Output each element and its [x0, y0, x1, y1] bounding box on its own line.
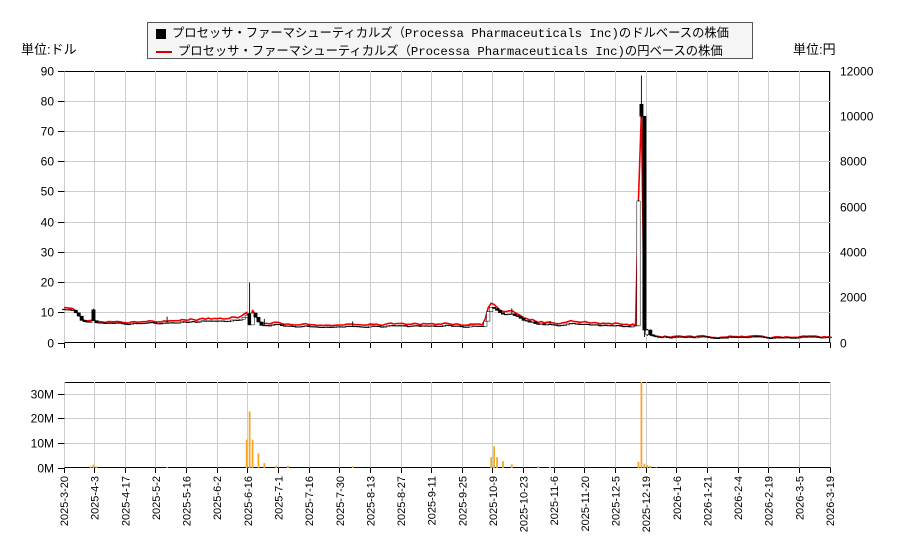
- svg-text:30M: 30M: [31, 388, 54, 402]
- svg-text:2025-10-9: 2025-10-9: [488, 476, 500, 526]
- svg-text:50: 50: [41, 185, 55, 199]
- svg-text:2025-12-19: 2025-12-19: [641, 476, 653, 532]
- svg-text:0: 0: [840, 337, 847, 351]
- svg-text:20: 20: [41, 276, 55, 290]
- svg-text:8000: 8000: [840, 155, 867, 169]
- svg-text:2025-3-20: 2025-3-20: [59, 476, 71, 526]
- svg-text:2026-3-5: 2026-3-5: [794, 476, 806, 520]
- svg-text:2025-6-16: 2025-6-16: [243, 476, 255, 526]
- svg-text:2025-7-16: 2025-7-16: [304, 476, 316, 526]
- svg-text:10: 10: [41, 306, 55, 320]
- svg-text:2026-2-4: 2026-2-4: [733, 476, 745, 520]
- svg-text:2025-8-13: 2025-8-13: [365, 476, 377, 526]
- svg-text:0M: 0M: [37, 462, 54, 476]
- svg-text:10000: 10000: [840, 110, 874, 124]
- svg-text:60: 60: [41, 155, 55, 169]
- svg-text:2025-10-23: 2025-10-23: [519, 476, 531, 532]
- svg-text:2026-3-19: 2026-3-19: [825, 476, 837, 526]
- svg-text:2025-7-1: 2025-7-1: [274, 476, 286, 520]
- svg-text:70: 70: [41, 125, 55, 139]
- svg-text:90: 90: [41, 65, 55, 79]
- svg-text:40: 40: [41, 216, 55, 230]
- svg-text:4000: 4000: [840, 246, 867, 260]
- svg-text:2025-9-11: 2025-9-11: [427, 476, 439, 525]
- svg-text:20M: 20M: [31, 412, 54, 426]
- svg-text:2000: 2000: [840, 291, 867, 305]
- svg-text:0: 0: [47, 337, 54, 351]
- svg-text:2025-5-16: 2025-5-16: [182, 476, 194, 526]
- svg-text:2026-2-19: 2026-2-19: [764, 476, 776, 526]
- svg-text:80: 80: [41, 95, 55, 109]
- svg-text:2025-12-5: 2025-12-5: [611, 476, 623, 526]
- svg-text:2025-11-20: 2025-11-20: [580, 476, 592, 531]
- svg-text:2025-5-2: 2025-5-2: [151, 476, 163, 520]
- svg-text:2025-7-30: 2025-7-30: [335, 476, 347, 526]
- svg-text:2025-4-17: 2025-4-17: [120, 476, 132, 526]
- svg-text:2026-1-6: 2026-1-6: [672, 476, 684, 520]
- svg-text:2025-8-27: 2025-8-27: [396, 476, 408, 526]
- svg-text:10M: 10M: [31, 437, 54, 451]
- svg-text:2025-9-25: 2025-9-25: [457, 476, 469, 526]
- svg-text:6000: 6000: [840, 201, 867, 215]
- svg-text:30: 30: [41, 246, 55, 260]
- svg-text:12000: 12000: [840, 65, 874, 79]
- svg-text:2026-1-21: 2026-1-21: [702, 476, 714, 526]
- svg-text:2025-6-2: 2025-6-2: [212, 476, 224, 520]
- svg-text:2025-4-3: 2025-4-3: [90, 476, 102, 520]
- svg-text:2025-11-6: 2025-11-6: [549, 476, 561, 525]
